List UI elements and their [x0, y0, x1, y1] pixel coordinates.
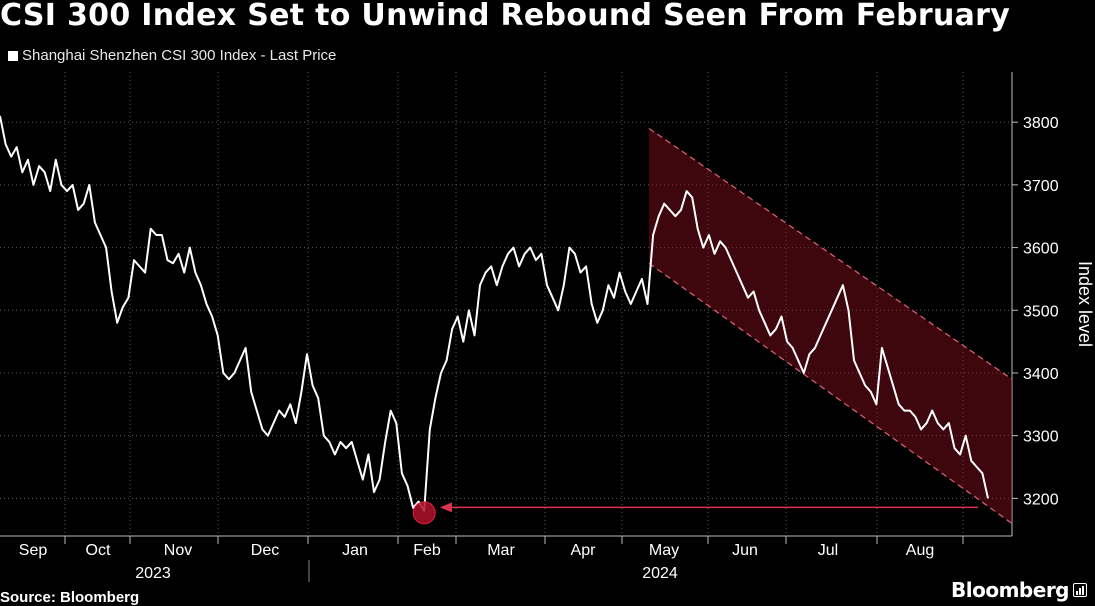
source-note: Source: Bloomberg	[0, 589, 140, 606]
chart-icon	[1073, 583, 1087, 597]
x-tick-label: Dec	[251, 542, 279, 559]
price-series-line	[0, 115, 989, 512]
x-tick-label: Sep	[19, 542, 48, 559]
x-tick-label: May	[649, 542, 679, 559]
channel-upper-line	[648, 127, 1013, 380]
y-tick-label: 3200	[1023, 491, 1059, 508]
x-tick-label: Mar	[487, 542, 515, 559]
x-tick-label: Aug	[906, 542, 934, 559]
y-tick-label: 3600	[1023, 241, 1059, 258]
x-tick-label: Jan	[342, 542, 368, 559]
y-tick-label: 3400	[1023, 366, 1059, 383]
trend-channel	[649, 128, 1012, 524]
y-tick-label: 3300	[1023, 429, 1059, 446]
february-low-marker	[412, 501, 436, 525]
year-label: 2023	[135, 565, 171, 582]
x-tick-label: Nov	[164, 542, 192, 559]
x-tick-label: Jul	[818, 542, 838, 559]
brand-name: Bloomberg	[951, 578, 1069, 602]
y-tick-label: 3500	[1023, 303, 1059, 320]
bloomberg-logo: Bloomberg	[951, 578, 1087, 602]
y-axis-label: Index level	[1075, 261, 1095, 347]
y-tick-label: 3700	[1023, 178, 1059, 195]
legend-swatch	[8, 50, 18, 61]
year-label: 2024	[642, 565, 678, 582]
legend-label: Shanghai Shenzhen CSI 300 Index - Last P…	[22, 47, 337, 64]
reference-arrowhead	[440, 502, 452, 513]
legend: Shanghai Shenzhen CSI 300 Index - Last P…	[8, 47, 336, 64]
channel-lower-line	[648, 262, 1013, 524]
x-tick-label: Oct	[86, 542, 111, 559]
x-tick-label: Feb	[413, 542, 441, 559]
chart-title: CSI 300 Index Set to Unwind Rebound Seen…	[0, 0, 1011, 33]
x-tick-label: Jun	[732, 542, 758, 559]
y-tick-label: 3800	[1023, 115, 1059, 132]
x-tick-label: Apr	[571, 542, 597, 559]
